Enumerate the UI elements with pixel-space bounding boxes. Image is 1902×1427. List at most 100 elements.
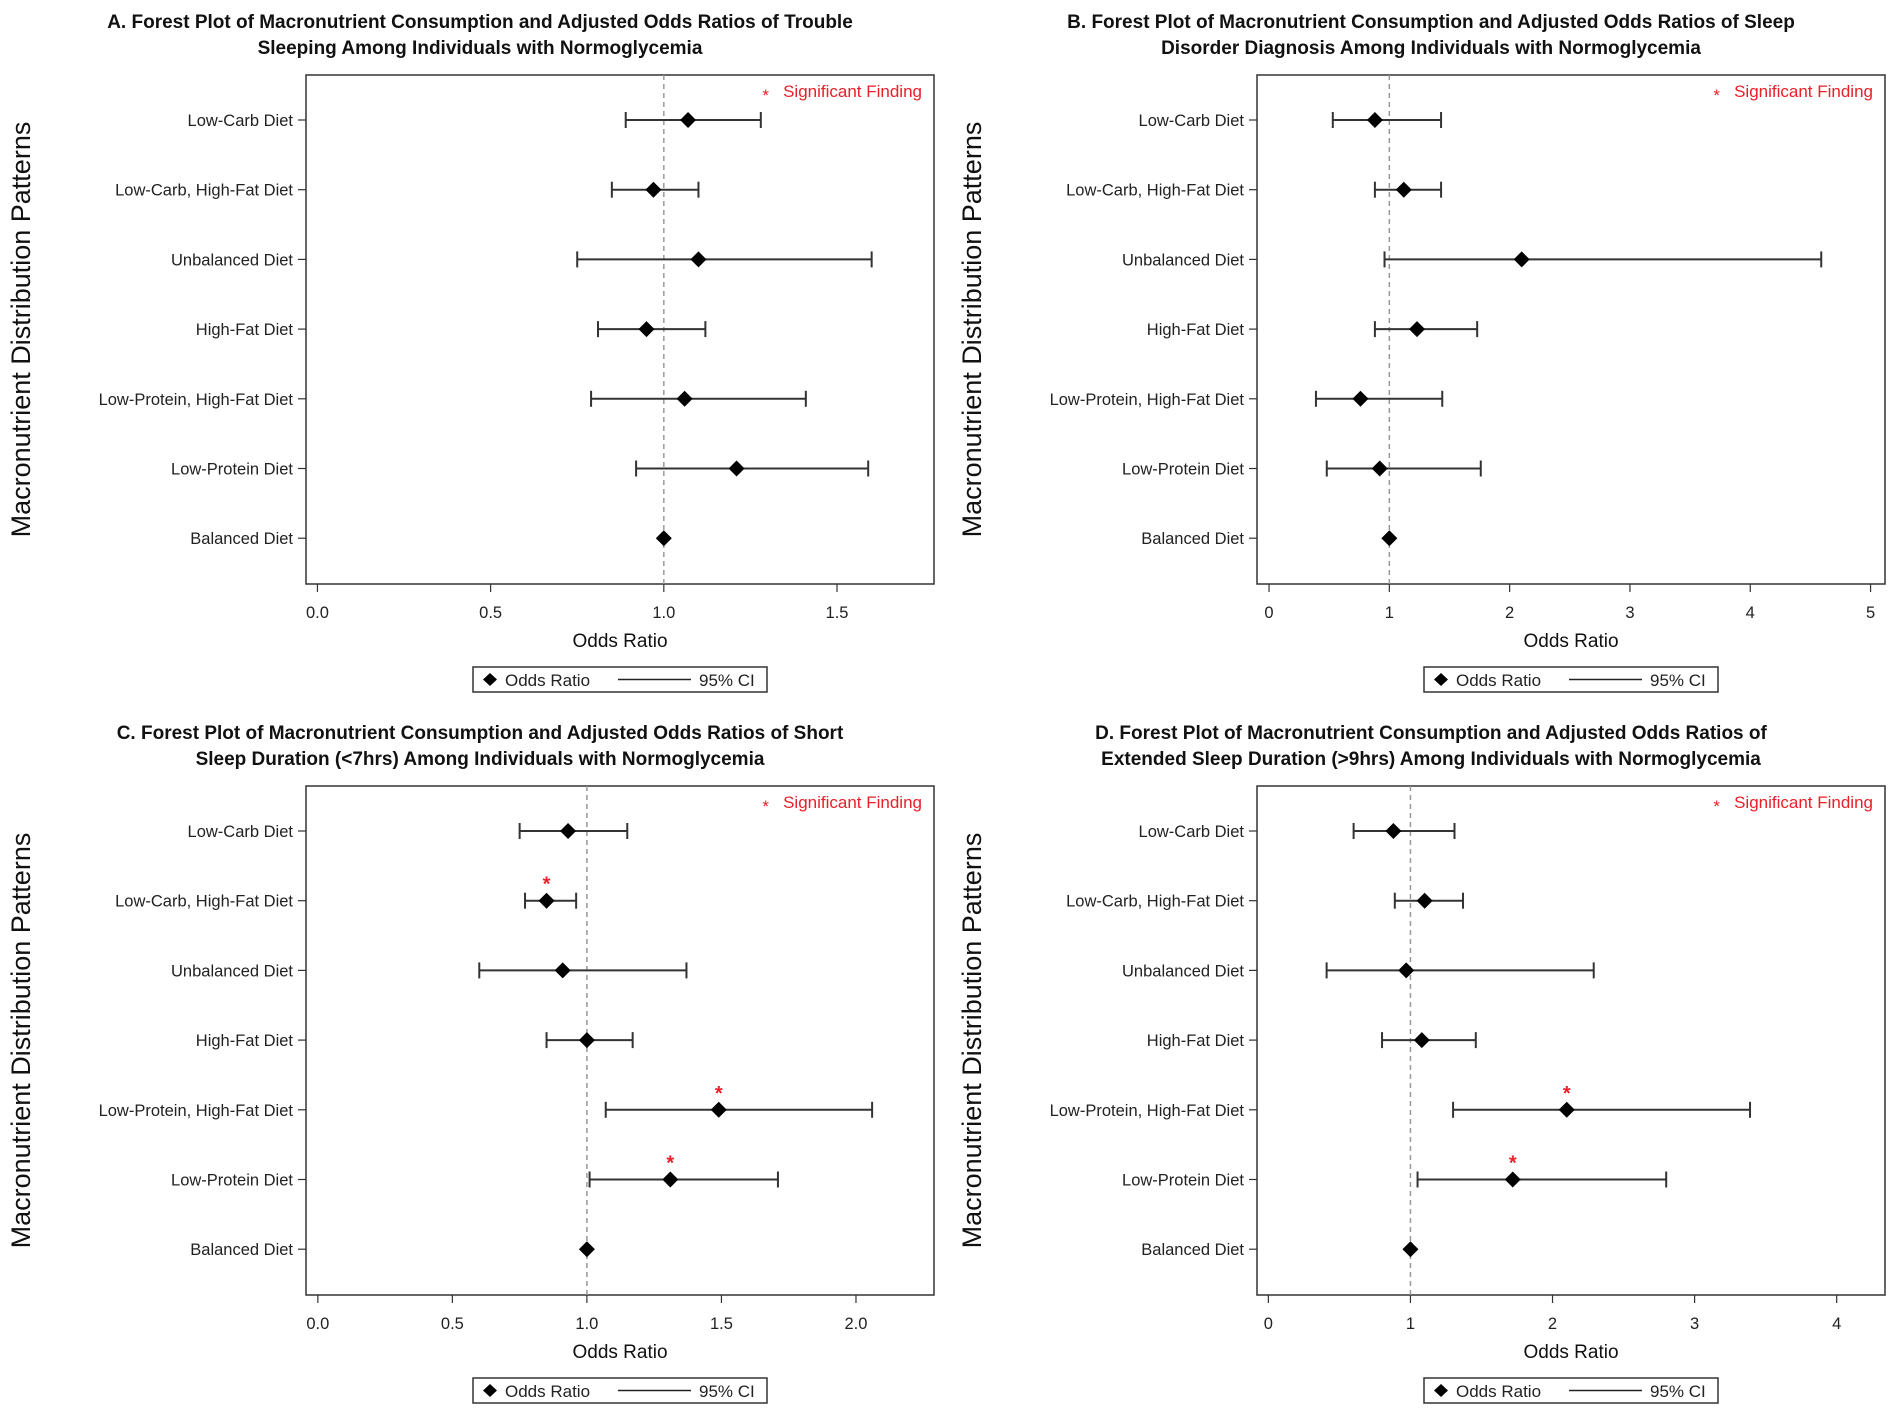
- x-axis-label: Odds Ratio: [1523, 631, 1618, 652]
- chart-title-line: Disorder Diagnosis Among Individuals wit…: [1161, 38, 1701, 59]
- category-label: Low-Protein Diet: [171, 461, 293, 479]
- category-label: Low-Protein, High-Fat Diet: [99, 391, 294, 409]
- odds-ratio-marker: [676, 390, 693, 407]
- legend-marker-icon: [1434, 1384, 1448, 1397]
- legend-marker-label: Odds Ratio: [505, 1382, 590, 1401]
- chart-svg: D. Forest Plot of Macronutrient Consumpt…: [957, 723, 1886, 1404]
- category-label: Low-Carb Diet: [188, 823, 294, 841]
- x-tick-label: 0.5: [441, 1315, 464, 1333]
- x-axis-label: Odds Ratio: [1523, 1342, 1618, 1363]
- chart-title-line: Sleep Duration (<7hrs) Among Individuals…: [196, 749, 765, 770]
- chart-title-line: A. Forest Plot of Macronutrient Consumpt…: [107, 12, 853, 33]
- chart-title-line: Extended Sleep Duration (>9hrs) Among In…: [1101, 749, 1761, 770]
- category-label: Balanced Diet: [190, 530, 293, 548]
- category-label: Unbalanced Diet: [1122, 962, 1244, 980]
- odds-ratio-marker: [538, 892, 555, 909]
- category-label: Unbalanced Diet: [171, 962, 293, 980]
- category-label: Low-Protein Diet: [1122, 1172, 1244, 1190]
- odds-ratio-marker: [690, 251, 707, 268]
- x-tick-label: 5: [1866, 604, 1875, 622]
- x-tick-label: 1.5: [710, 1315, 733, 1333]
- x-tick-label: 0.5: [479, 604, 502, 622]
- category-label: Balanced Diet: [1141, 1241, 1244, 1259]
- category-label: High-Fat Diet: [1147, 1032, 1245, 1050]
- odds-ratio-marker: [728, 460, 745, 477]
- odds-ratio-marker: [554, 962, 571, 979]
- x-tick-label: 0: [1264, 604, 1273, 622]
- odds-ratio-marker: [560, 823, 577, 839]
- category-label: Low-Protein, High-Fat Diet: [99, 1102, 294, 1120]
- legend-ci-label: 95% CI: [699, 1382, 755, 1401]
- odds-ratio-marker: [1381, 530, 1398, 547]
- odds-ratio-marker: [1413, 1032, 1430, 1049]
- significance-asterisk: *: [666, 1153, 674, 1175]
- odds-ratio-marker: [1398, 962, 1415, 979]
- odds-ratio-marker: [1504, 1171, 1521, 1188]
- x-tick-label: 0.0: [306, 1315, 329, 1333]
- category-label: Low-Carb Diet: [1139, 112, 1245, 130]
- odds-ratio-marker: [1371, 460, 1388, 477]
- category-label: Low-Carb Diet: [188, 112, 294, 130]
- significance-legend-text: Significant Finding: [1734, 82, 1873, 101]
- x-axis-label: Odds Ratio: [572, 631, 667, 652]
- legend-marker-icon: [1434, 673, 1448, 686]
- plot-frame: [1256, 785, 1886, 1296]
- x-tick-label: 3: [1625, 604, 1634, 622]
- legend-marker-label: Odds Ratio: [1456, 671, 1541, 690]
- category-label: High-Fat Diet: [196, 1032, 294, 1050]
- odds-ratio-marker: [710, 1101, 727, 1118]
- odds-ratio-marker: [1558, 1101, 1575, 1118]
- category-label: Low-Protein, High-Fat Diet: [1050, 391, 1245, 409]
- odds-ratio-marker: [578, 1241, 595, 1258]
- category-label: Low-Protein Diet: [1122, 461, 1244, 479]
- y-axis-label: Macronutrient Distribution Patterns: [6, 833, 36, 1249]
- chart-svg: A. Forest Plot of Macronutrient Consumpt…: [6, 12, 935, 693]
- legend-marker-icon: [483, 1384, 497, 1397]
- chart-title-line: B. Forest Plot of Macronutrient Consumpt…: [1067, 12, 1795, 33]
- significance-asterisk: *: [1509, 1153, 1517, 1175]
- forest-plot-d: D. Forest Plot of Macronutrient Consumpt…: [951, 711, 1902, 1422]
- chart-title-line: Sleeping Among Individuals with Normogly…: [258, 38, 703, 59]
- odds-ratio-marker: [1395, 181, 1412, 198]
- significance-asterisk: *: [1563, 1083, 1571, 1105]
- significance-legend-text: Significant Finding: [783, 82, 922, 101]
- significance-asterisk: *: [715, 1083, 723, 1105]
- chart-svg: C. Forest Plot of Macronutrient Consumpt…: [6, 723, 935, 1404]
- x-tick-label: 2: [1548, 1315, 1557, 1333]
- odds-ratio-marker: [1513, 251, 1530, 268]
- category-label: Low-Protein Diet: [171, 1172, 293, 1190]
- chart-svg: B. Forest Plot of Macronutrient Consumpt…: [957, 12, 1886, 693]
- category-label: High-Fat Diet: [196, 321, 294, 339]
- category-label: Unbalanced Diet: [171, 251, 293, 269]
- odds-ratio-marker: [1352, 390, 1369, 407]
- x-tick-label: 1.0: [575, 1315, 598, 1333]
- significance-legend-asterisk: *: [762, 797, 769, 816]
- legend-marker-label: Odds Ratio: [1456, 1382, 1541, 1401]
- legend-box: [1423, 1377, 1719, 1404]
- odds-ratio-marker: [1416, 892, 1433, 909]
- odds-ratio-marker: [662, 1171, 679, 1188]
- category-label: Balanced Diet: [190, 1241, 293, 1259]
- x-tick-label: 0: [1264, 1315, 1273, 1333]
- y-axis-label: Macronutrient Distribution Patterns: [957, 122, 987, 538]
- chart-title-line: C. Forest Plot of Macronutrient Consumpt…: [117, 723, 844, 744]
- odds-ratio-marker: [1366, 112, 1383, 128]
- odds-ratio-marker: [645, 181, 662, 198]
- odds-ratio-marker: [1402, 1241, 1419, 1258]
- forest-plot-a: A. Forest Plot of Macronutrient Consumpt…: [0, 0, 951, 711]
- x-tick-label: 2.0: [845, 1315, 868, 1333]
- significance-legend-asterisk: *: [762, 86, 769, 105]
- significance-legend-asterisk: *: [1713, 797, 1720, 816]
- odds-ratio-marker: [578, 1032, 595, 1049]
- odds-ratio-marker: [1385, 823, 1402, 839]
- category-label: Low-Carb, High-Fat Diet: [115, 893, 293, 911]
- x-tick-label: 4: [1746, 604, 1755, 622]
- significance-legend-text: Significant Finding: [783, 793, 922, 812]
- x-tick-label: 3: [1690, 1315, 1699, 1333]
- odds-ratio-marker: [1409, 321, 1426, 338]
- legend-marker-label: Odds Ratio: [505, 671, 590, 690]
- significance-legend-asterisk: *: [1713, 86, 1720, 105]
- x-tick-label: 2: [1505, 604, 1514, 622]
- chart-title-line: D. Forest Plot of Macronutrient Consumpt…: [1095, 723, 1767, 744]
- forest-plot-c: C. Forest Plot of Macronutrient Consumpt…: [0, 711, 951, 1422]
